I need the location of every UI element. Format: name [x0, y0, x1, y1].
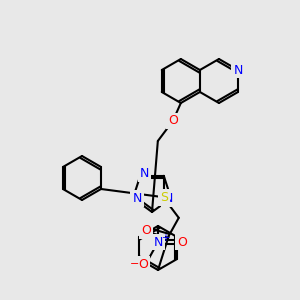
Text: N: N	[132, 192, 142, 205]
Text: O: O	[138, 257, 148, 271]
Text: O: O	[177, 236, 187, 248]
Text: +: +	[161, 233, 169, 243]
Text: O: O	[168, 115, 178, 128]
Text: N: N	[233, 64, 243, 76]
Text: O: O	[141, 224, 151, 237]
Text: −: −	[130, 259, 140, 269]
Text: N: N	[163, 192, 173, 205]
Text: N: N	[153, 236, 163, 248]
Text: S: S	[160, 191, 168, 204]
Text: N: N	[140, 167, 149, 180]
